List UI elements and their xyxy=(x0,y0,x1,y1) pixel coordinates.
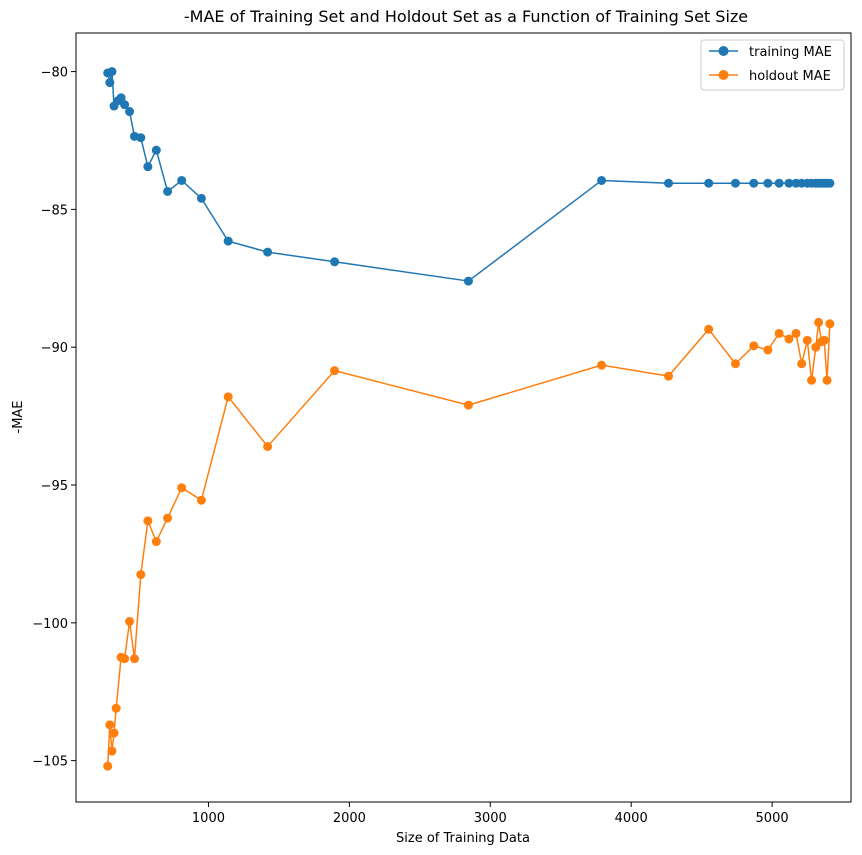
data-point-holdout-mae xyxy=(143,516,152,525)
data-point-holdout-mae xyxy=(263,442,272,451)
data-point-training-mae xyxy=(263,248,272,257)
data-point-training-mae xyxy=(177,176,186,185)
data-point-training-mae xyxy=(464,277,473,286)
data-point-holdout-mae xyxy=(224,392,233,401)
data-point-holdout-mae xyxy=(105,720,114,729)
data-point-holdout-mae xyxy=(330,366,339,375)
data-point-training-mae xyxy=(152,146,161,155)
legend-label-holdout-mae: holdout MAE xyxy=(749,69,831,84)
data-point-training-mae xyxy=(330,257,339,266)
data-point-holdout-mae xyxy=(597,361,606,370)
y-tick-label: −100 xyxy=(32,617,68,632)
legend-label-training-mae: training MAE xyxy=(749,45,832,60)
data-point-holdout-mae xyxy=(110,729,119,738)
legend-marker-training-mae xyxy=(719,46,729,56)
data-point-holdout-mae xyxy=(807,376,816,385)
data-point-holdout-mae xyxy=(112,704,121,713)
y-tick-label: −95 xyxy=(41,479,68,494)
data-point-holdout-mae xyxy=(792,329,801,338)
data-point-holdout-mae xyxy=(785,334,794,343)
x-tick-label: 1000 xyxy=(192,811,225,826)
data-point-holdout-mae xyxy=(797,359,806,368)
legend-marker-holdout-mae xyxy=(719,70,729,80)
data-point-training-mae xyxy=(825,179,834,188)
data-point-training-mae xyxy=(125,107,134,116)
data-point-holdout-mae xyxy=(825,319,834,328)
data-point-holdout-mae xyxy=(814,318,823,327)
data-point-holdout-mae xyxy=(152,537,161,546)
x-tick-label: 4000 xyxy=(615,811,648,826)
plot-frame xyxy=(76,33,851,802)
data-point-holdout-mae xyxy=(664,372,673,381)
data-point-training-mae xyxy=(704,179,713,188)
data-point-holdout-mae xyxy=(704,325,713,334)
data-point-holdout-mae xyxy=(163,514,172,523)
data-point-holdout-mae xyxy=(103,762,112,771)
data-point-holdout-mae xyxy=(107,747,116,756)
data-point-training-mae xyxy=(107,67,116,76)
x-tick-label: 3000 xyxy=(474,811,507,826)
data-point-holdout-mae xyxy=(820,336,829,345)
data-point-holdout-mae xyxy=(120,654,129,663)
data-point-holdout-mae xyxy=(125,617,134,626)
data-point-holdout-mae xyxy=(731,359,740,368)
data-point-holdout-mae xyxy=(464,401,473,410)
data-point-training-mae xyxy=(163,187,172,196)
legend: training MAE holdout MAE xyxy=(701,40,844,90)
data-point-training-mae xyxy=(105,78,114,87)
data-point-holdout-mae xyxy=(763,345,772,354)
data-point-holdout-mae xyxy=(130,654,139,663)
data-point-training-mae xyxy=(143,162,152,171)
data-point-holdout-mae xyxy=(775,329,784,338)
x-tick-label: 5000 xyxy=(756,811,789,826)
data-point-holdout-mae xyxy=(197,496,206,505)
x-tick-label: 2000 xyxy=(333,811,366,826)
data-point-holdout-mae xyxy=(749,341,758,350)
data-point-holdout-mae xyxy=(136,570,145,579)
data-point-holdout-mae xyxy=(803,336,812,345)
data-point-training-mae xyxy=(597,176,606,185)
data-point-training-mae xyxy=(749,179,758,188)
data-point-training-mae xyxy=(775,179,784,188)
data-point-training-mae xyxy=(664,179,673,188)
y-tick-label: −90 xyxy=(41,341,68,356)
y-axis-label: -MAE xyxy=(11,400,26,433)
y-tick-label: −85 xyxy=(41,203,68,218)
data-point-holdout-mae xyxy=(177,483,186,492)
data-point-holdout-mae xyxy=(823,376,832,385)
chart-title: -MAE of Training Set and Holdout Set as … xyxy=(184,7,748,26)
data-point-training-mae xyxy=(731,179,740,188)
data-point-training-mae xyxy=(224,237,233,246)
data-point-training-mae xyxy=(197,194,206,203)
data-point-training-mae xyxy=(763,179,772,188)
data-point-training-mae xyxy=(136,133,145,142)
x-axis-label: Size of Training Data xyxy=(396,831,530,846)
y-tick-label: −80 xyxy=(41,66,68,81)
y-tick-label: −105 xyxy=(32,755,68,770)
